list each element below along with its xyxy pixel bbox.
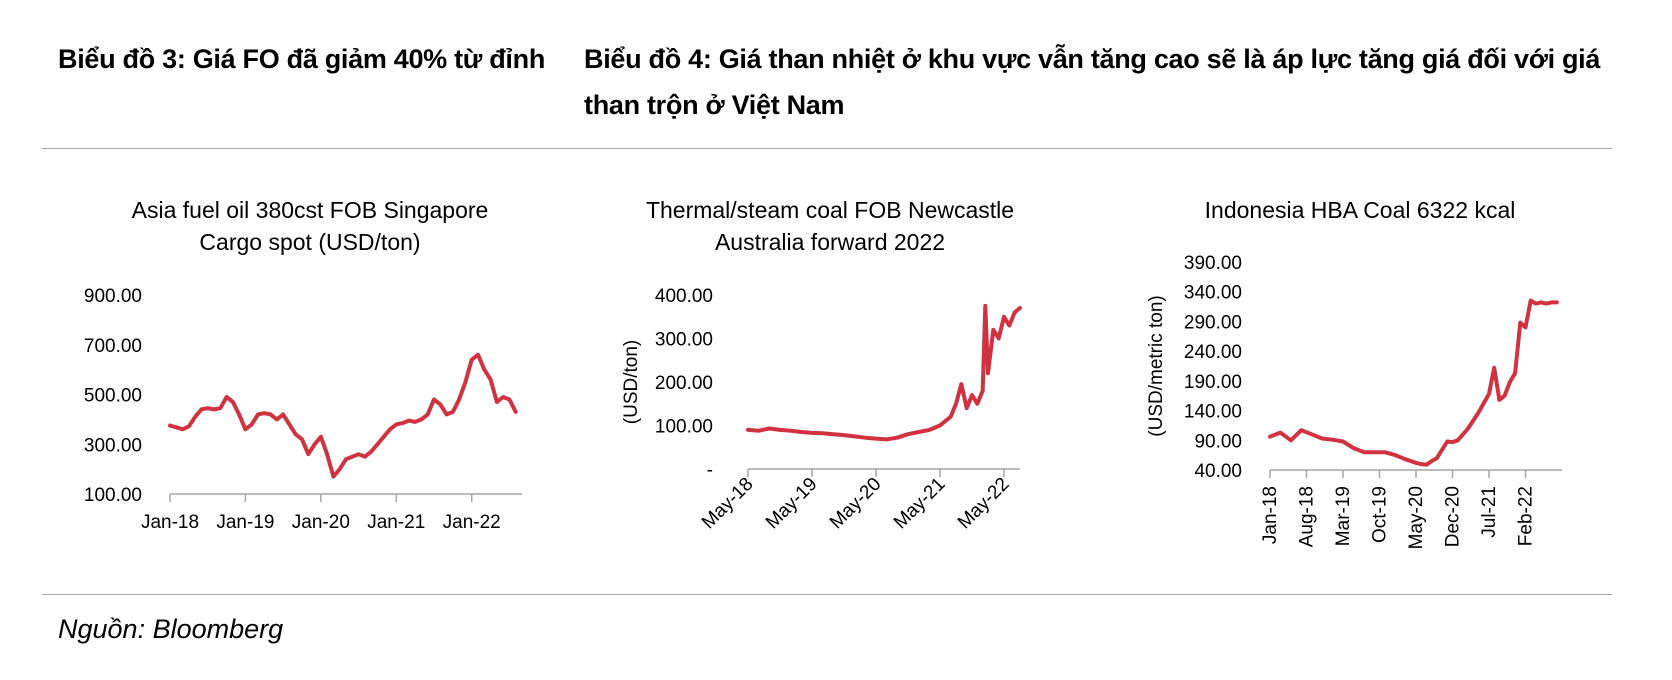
source-note: Nguồn: Bloomberg bbox=[58, 614, 284, 644]
y-tick-label: 290.00 bbox=[1184, 312, 1242, 333]
x-tick-label: Jan-18 bbox=[141, 512, 199, 533]
y-tick-label: 700.00 bbox=[84, 336, 142, 357]
x-tick-label: Aug-18 bbox=[1297, 486, 1318, 547]
y-tick-label: 190.00 bbox=[1184, 372, 1242, 393]
x-tick-label: Jan-21 bbox=[367, 512, 425, 533]
x-tick-label: Jul-21 bbox=[1479, 486, 1500, 538]
x-tick-label: Dec-20 bbox=[1443, 486, 1464, 547]
x-tick-label: Mar-19 bbox=[1333, 486, 1354, 546]
y-tick-label: 400.00 bbox=[655, 286, 713, 307]
chart-1-title-line2: Cargo spot (USD/ton) bbox=[199, 229, 421, 255]
bottom-divider bbox=[42, 594, 1612, 595]
series-line bbox=[1268, 298, 1559, 467]
x-tick-label: Jan-18 bbox=[1260, 486, 1281, 544]
y-tick-label: 100.00 bbox=[84, 485, 142, 506]
y-axis-label: (USD/ton) bbox=[621, 340, 642, 424]
chart-1-title: Asia fuel oil 380cst FOB Singapore Cargo… bbox=[80, 194, 540, 258]
y-tick-label: 300.00 bbox=[84, 435, 142, 456]
chart-4-heading: Biểu đồ 4: Giá than nhiệt ở khu vực vẫn … bbox=[584, 44, 1601, 120]
y-tick-label: 340.00 bbox=[1184, 283, 1242, 304]
x-tick-label: Jan-19 bbox=[216, 512, 274, 533]
x-tick-label: Jan-20 bbox=[292, 512, 350, 533]
chart-2-title-line2: Australia forward 2022 bbox=[714, 229, 946, 255]
y-tick-label: 100.00 bbox=[655, 417, 713, 438]
y-tick-label: 140.00 bbox=[1184, 402, 1242, 423]
x-tick-label: Feb-22 bbox=[1516, 486, 1537, 546]
chart-3-title: Indonesia HBA Coal 6322 kcal bbox=[1130, 194, 1590, 226]
series-line bbox=[746, 303, 1022, 442]
y-tick-label: 90.00 bbox=[1194, 431, 1242, 452]
y-tick-label: 200.00 bbox=[655, 373, 713, 394]
chart-3-title-line1: Indonesia HBA Coal 6322 kcal bbox=[1204, 197, 1516, 223]
y-tick-label: 900.00 bbox=[84, 286, 142, 307]
x-tick-label: Jan-22 bbox=[443, 512, 501, 533]
y-axis-label: (USD/metric ton) bbox=[1146, 295, 1167, 436]
y-tick-label: 40.00 bbox=[1194, 461, 1242, 482]
series-line bbox=[168, 352, 518, 479]
top-divider bbox=[42, 148, 1612, 149]
x-tick-label: Oct-19 bbox=[1370, 486, 1391, 543]
y-tick-label: - bbox=[707, 460, 713, 481]
y-tick-label: 300.00 bbox=[655, 330, 713, 351]
chart-2-title: Thermal/steam coal FOB Newcastle Austral… bbox=[600, 194, 1060, 258]
y-tick-label: 390.00 bbox=[1184, 253, 1242, 274]
chart-2-title-line1: Thermal/steam coal FOB Newcastle bbox=[645, 197, 1015, 223]
x-tick-label: May-20 bbox=[1406, 486, 1427, 549]
chart-1-title-line1: Asia fuel oil 380cst FOB Singapore bbox=[131, 197, 489, 223]
y-tick-label: 240.00 bbox=[1184, 342, 1242, 363]
chart-3-heading: Biểu đồ 3: Giá FO đã giảm 40% từ đỉnh bbox=[58, 44, 546, 74]
y-tick-label: 500.00 bbox=[84, 386, 142, 407]
